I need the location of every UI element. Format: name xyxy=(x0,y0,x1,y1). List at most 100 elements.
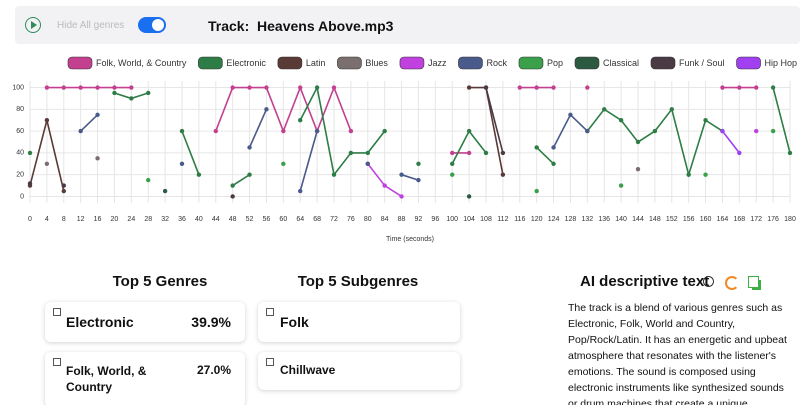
data-point xyxy=(770,128,776,134)
legend-swatch xyxy=(650,56,676,70)
genre-card: Electronic 39.9% xyxy=(45,302,245,342)
x-tick-label: 76 xyxy=(347,216,355,223)
legend-label: Rock xyxy=(486,58,507,68)
data-point xyxy=(466,150,472,156)
data-point xyxy=(314,128,320,134)
data-point xyxy=(635,139,641,145)
subgenre-card: Folk xyxy=(258,302,460,342)
x-tick-label: 28 xyxy=(144,216,152,223)
data-point xyxy=(635,167,641,172)
x-tick-label: 20 xyxy=(111,216,119,223)
legend-label: Jazz xyxy=(428,58,447,68)
data-point xyxy=(348,150,354,156)
data-point xyxy=(534,85,539,90)
x-tick-label: 12 xyxy=(77,216,85,223)
y-tick-label: 100 xyxy=(12,84,24,91)
data-point xyxy=(27,150,33,156)
x-tick-label: 104 xyxy=(463,216,475,223)
x-tick-label: 96 xyxy=(431,216,439,223)
data-point xyxy=(281,128,286,134)
x-tick-label: 172 xyxy=(750,216,762,223)
x-tick-label: 116 xyxy=(514,216,525,223)
data-point xyxy=(466,194,472,199)
data-point xyxy=(720,85,725,90)
data-point xyxy=(61,85,66,90)
x-tick-label: 108 xyxy=(480,216,492,223)
series-line xyxy=(232,174,250,187)
genre-card: Folk, World, & Country 27.0% xyxy=(45,352,245,405)
data-point xyxy=(787,150,793,156)
data-point xyxy=(686,172,691,177)
genres-title: Top 5 Genres xyxy=(112,273,208,290)
play-button[interactable] xyxy=(25,17,41,33)
data-point xyxy=(247,172,252,177)
data-point xyxy=(652,128,658,134)
copy-icon[interactable] xyxy=(748,276,759,288)
data-point xyxy=(754,128,759,134)
legend-label: Latin xyxy=(306,58,326,68)
data-point xyxy=(112,85,117,90)
subgenre-name: Chillwave xyxy=(280,363,336,377)
x-tick-label: 128 xyxy=(565,216,577,223)
x-tick-label: 132 xyxy=(581,216,593,223)
data-point xyxy=(146,177,151,183)
series-line xyxy=(80,114,99,132)
data-point xyxy=(61,183,66,188)
legend-swatch xyxy=(736,56,761,70)
track-name: Heavens Above.mp3 xyxy=(257,18,394,34)
legend-label: Folk, World, & Country xyxy=(96,58,187,68)
data-point xyxy=(466,85,472,90)
info-icon[interactable] xyxy=(703,276,714,287)
data-point xyxy=(382,128,387,134)
data-point xyxy=(450,161,455,166)
data-point xyxy=(146,90,151,96)
legend-swatch xyxy=(458,56,483,70)
data-point xyxy=(450,150,455,156)
x-tick-label: 152 xyxy=(666,216,678,223)
x-tick-label: 44 xyxy=(212,216,220,223)
x-tick-label: 52 xyxy=(246,216,254,223)
data-point xyxy=(230,194,235,199)
series-line xyxy=(248,108,268,148)
legend-swatch xyxy=(399,56,425,70)
data-point xyxy=(500,172,506,177)
x-tick-label: 160 xyxy=(700,216,712,223)
data-point xyxy=(44,85,50,90)
toggle[interactable] xyxy=(138,17,166,33)
chart: Folk, World, & Country Electronic Latin Blu… xyxy=(12,56,797,243)
data-point xyxy=(399,194,404,199)
y-tick-label: 80 xyxy=(16,106,24,113)
x-tick-label: 24 xyxy=(127,216,135,223)
data-point xyxy=(95,112,100,117)
x-tick-label: 68 xyxy=(313,216,321,223)
data-point xyxy=(196,172,202,177)
data-point xyxy=(331,85,337,90)
x-axis-label: Time (seconds) xyxy=(386,236,434,243)
series-line xyxy=(536,146,555,165)
data-point xyxy=(618,183,624,188)
x-tick-label: 32 xyxy=(161,216,169,223)
x-tick-label: 60 xyxy=(279,216,287,223)
data-point xyxy=(365,161,370,166)
data-point xyxy=(61,188,66,194)
data-point xyxy=(382,183,387,188)
subgenre-name: Folk xyxy=(280,314,309,330)
x-tick-label: 80 xyxy=(364,216,372,223)
data-point xyxy=(770,85,776,90)
refresh-icon[interactable] xyxy=(725,276,739,290)
data-point xyxy=(298,188,303,194)
x-tick-label: 0 xyxy=(28,216,32,223)
data-point xyxy=(230,183,235,188)
x-tick-label: 92 xyxy=(415,216,423,223)
genre-name: Electronic xyxy=(66,314,134,330)
legend-label: Electronic xyxy=(226,58,266,68)
series-line xyxy=(299,130,318,192)
data-point xyxy=(129,85,134,90)
data-point xyxy=(95,156,100,161)
legend-swatch xyxy=(518,56,544,70)
data-point xyxy=(416,177,421,183)
data-point xyxy=(585,85,590,90)
data-point xyxy=(568,112,573,117)
x-tick-label: 8 xyxy=(62,216,66,223)
data-point xyxy=(78,85,83,90)
